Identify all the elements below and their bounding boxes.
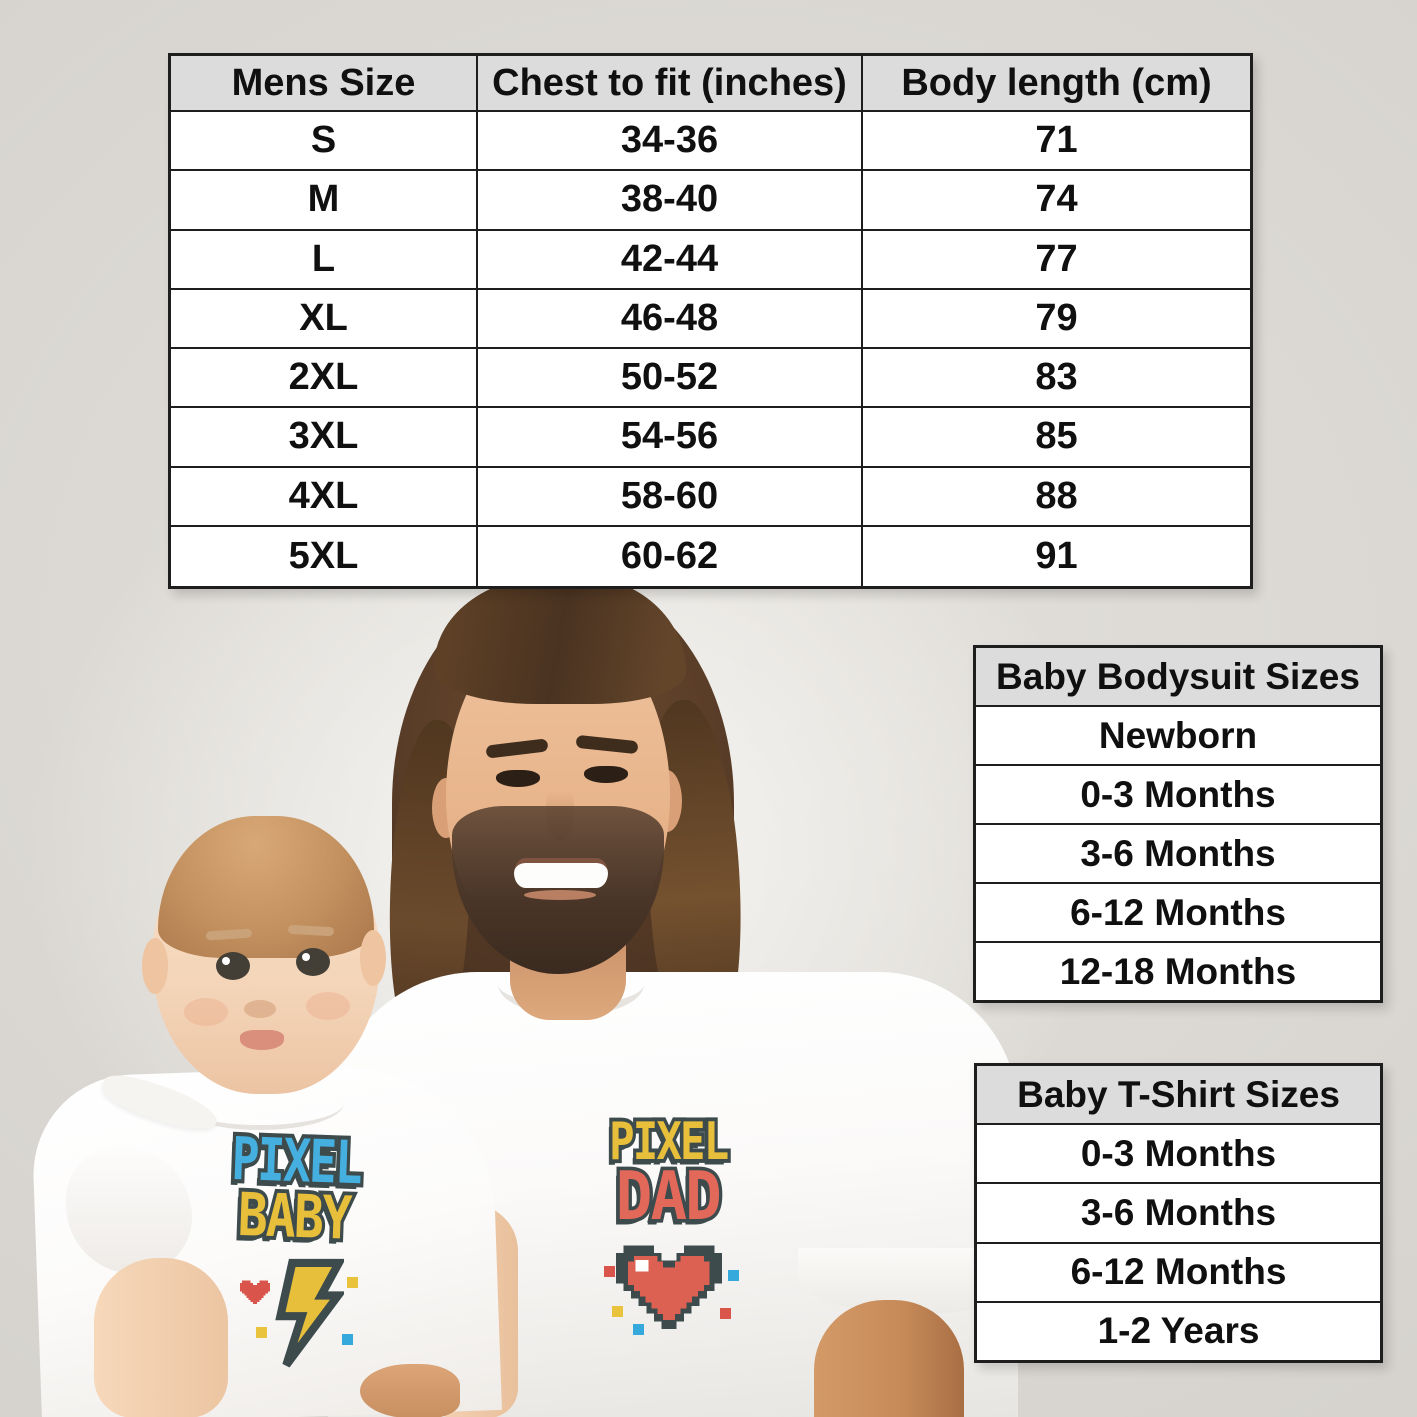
dad-print-dot-yellow-left (612, 1306, 623, 1317)
size-cell: 2XL (171, 349, 478, 409)
dad-print-dot-red-left (604, 1266, 615, 1277)
dad-print-word-pixel: PIXEL (606, 1110, 733, 1172)
chest-cell: 50-52 (478, 349, 863, 409)
baby-bodysuit-sleeve-left (66, 1148, 192, 1274)
mens-table-header-chest: Chest to fit (inches) (478, 56, 863, 112)
baby-eye-left (216, 952, 250, 980)
baby-shirt-print: PIXEL BABY (208, 1121, 382, 1257)
size-cell: 5XL (171, 526, 478, 586)
man-eye-left (496, 770, 540, 787)
dad-print-word-dad: DAD (613, 1158, 726, 1237)
chest-cell: 60-62 (478, 526, 863, 586)
table-row: S 34-36 71 (171, 112, 1250, 172)
mens-table-header-size: Mens Size (171, 56, 478, 112)
list-item: 6-12 Months (977, 1243, 1380, 1303)
table-row: 3XL 54-56 85 (171, 408, 1250, 468)
list-item: 1-2 Years (977, 1302, 1380, 1361)
man-smile (514, 858, 608, 888)
man-hair-fringe (434, 576, 686, 704)
dad-hand-on-baby (360, 1364, 460, 1417)
length-cell: 83 (863, 349, 1250, 409)
list-item: 12-18 Months (976, 943, 1380, 1000)
chest-cell: 34-36 (478, 112, 863, 172)
list-item: Newborn (976, 707, 1380, 766)
dad-print-dot-blue-right (728, 1270, 739, 1281)
table-row: L 42-44 77 (171, 230, 1250, 290)
dad-print-dot-red-right (720, 1308, 731, 1319)
length-cell: 85 (863, 408, 1250, 468)
baby-ear-left (142, 938, 168, 994)
baby-cheek-right (306, 992, 350, 1020)
baby-hair (158, 816, 374, 958)
dad-print-dot-blue-bottom (633, 1324, 644, 1335)
list-item: 3-6 Months (977, 1184, 1380, 1244)
size-cell: L (171, 230, 478, 290)
table-row: 5XL 60-62 91 (171, 526, 1250, 586)
table-row: 4XL 58-60 88 (171, 467, 1250, 527)
list-item: 3-6 Months (976, 825, 1380, 884)
man-lower-lip (524, 890, 596, 900)
baby-bodysuit-sizes-table: Baby Bodysuit Sizes Newborn 0-3 Months 3… (973, 645, 1383, 1003)
size-cell: S (171, 112, 478, 172)
chest-cell: 46-48 (478, 289, 863, 349)
length-cell: 88 (863, 467, 1250, 527)
baby-cheek-left (184, 998, 228, 1026)
length-cell: 71 (863, 112, 1250, 172)
length-cell: 74 (863, 171, 1250, 231)
baby-eye-right (296, 948, 330, 976)
length-cell: 79 (863, 289, 1250, 349)
mens-table-header-length: Body length (cm) (863, 56, 1250, 112)
baby-print-dot-yellow-right (347, 1277, 358, 1288)
chest-cell: 58-60 (478, 467, 863, 527)
size-cell: 3XL (171, 408, 478, 468)
baby-tshirt-sizes-table: Baby T-Shirt Sizes 0-3 Months 3-6 Months… (974, 1063, 1383, 1363)
list-item: 6-12 Months (976, 884, 1380, 943)
chest-cell: 38-40 (478, 171, 863, 231)
baby-mouth (240, 1030, 284, 1050)
size-cell: XL (171, 289, 478, 349)
size-cell: 4XL (171, 467, 478, 527)
baby-print-dot-blue-right (342, 1334, 353, 1345)
bodysuit-table-title: Baby Bodysuit Sizes (976, 648, 1380, 707)
table-row: XL 46-48 79 (171, 289, 1250, 349)
table-row: 2XL 50-52 83 (171, 349, 1250, 409)
chest-cell: 54-56 (478, 408, 863, 468)
length-cell: 77 (863, 230, 1250, 290)
baby-print-word-baby: BABY (233, 1176, 355, 1256)
list-item: 0-3 Months (976, 766, 1380, 825)
baby-bodysuit-neckline (176, 1076, 344, 1130)
dad-shirt-print: PIXEL DAD (588, 1110, 748, 1237)
baby-nose (244, 1000, 276, 1018)
size-cell: M (171, 171, 478, 231)
mini-pixel-heart-icon (240, 1280, 270, 1305)
pixel-heart-icon (616, 1245, 722, 1329)
mens-size-table: Mens Size Chest to fit (inches) Body len… (168, 53, 1253, 589)
mens-table-header-row: Mens Size Chest to fit (inches) Body len… (171, 56, 1250, 112)
tshirt-table-title: Baby T-Shirt Sizes (977, 1066, 1380, 1126)
chest-cell: 42-44 (478, 230, 863, 290)
man-forearm (814, 1300, 964, 1417)
list-item: 0-3 Months (977, 1125, 1380, 1185)
man-eye-right (584, 766, 628, 783)
length-cell: 91 (863, 526, 1250, 586)
lightning-bolt-icon (275, 1258, 344, 1368)
baby-arm-left (94, 1258, 228, 1417)
baby-print-dot-yellow-left (256, 1327, 267, 1338)
table-row: M 38-40 74 (171, 171, 1250, 231)
baby-ear-right (360, 930, 386, 986)
